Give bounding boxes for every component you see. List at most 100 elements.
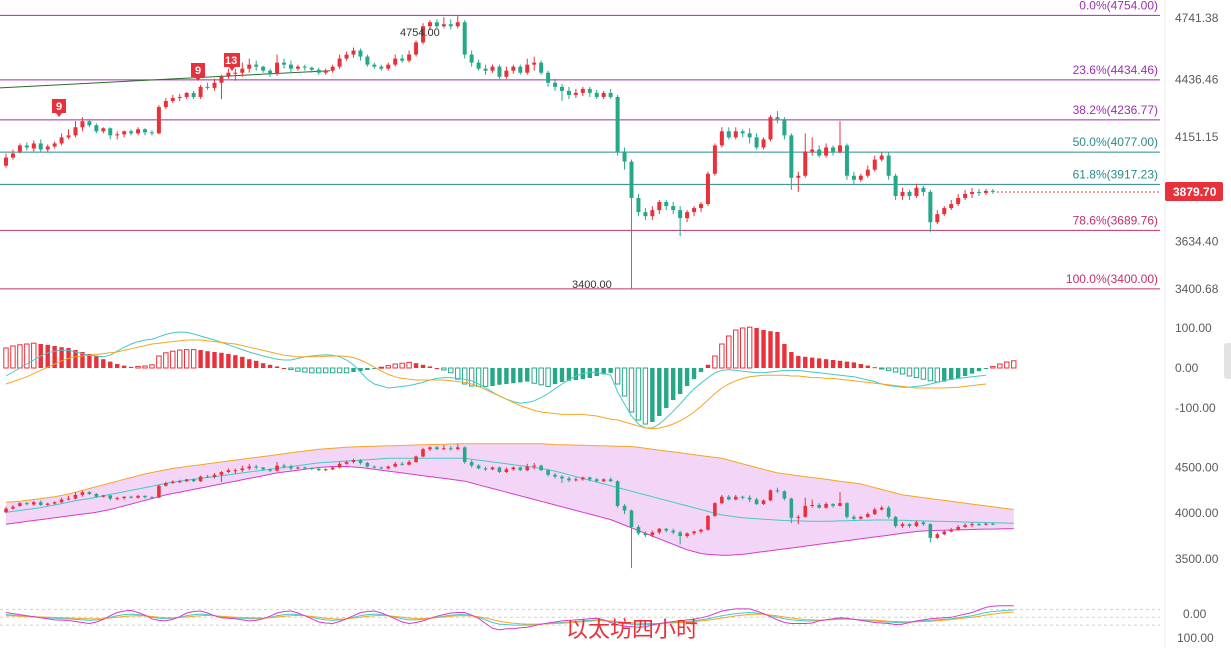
boll-candle-body [177,481,182,483]
macd-histogram-bar [434,368,440,369]
boll-candle-body [316,468,321,471]
boll-candle-body [344,461,349,464]
candle-body [566,90,571,95]
macd-histogram-bar [920,367,927,380]
boll-candle-body [421,449,425,457]
boll-candle-body [358,460,363,463]
boll-candle-body [462,447,467,462]
macd-histogram-bar [94,356,99,368]
candle-body [421,26,425,43]
panel-resize-handle[interactable] [1224,343,1231,379]
macd-histogram-bar [698,368,704,372]
boll-candle-body [963,525,967,527]
boll-candle-body [991,523,995,525]
candle-body [594,92,599,97]
macd-histogram-bar [1004,361,1010,369]
candle-body [115,134,120,136]
boll-candle-body [615,481,620,506]
macd-histogram-bar [135,365,141,369]
candle-body [678,210,683,219]
boll-candle-body [490,467,495,470]
macd-histogram-bar [962,368,968,376]
candle-body [970,191,975,194]
macd-histogram-bar [934,367,940,383]
candle-body [476,62,481,69]
candle-body [372,64,377,67]
high-annotation: 4754.00 [400,27,440,39]
macd-histogram-bar [518,368,523,383]
boll-candle-body [685,533,689,537]
macd-histogram-bar [782,344,787,368]
macd-histogram-bar [872,367,877,369]
candle-body [219,76,224,83]
macd-histogram-bar [733,329,739,369]
macd-histogram-bar [177,349,183,369]
candle-body [226,72,231,77]
boll-candle-body [886,507,891,517]
boll-candle-body [393,463,397,467]
macd-histogram-bar [899,367,906,375]
candle-body [80,121,85,128]
candle-body [38,143,43,150]
macd-histogram-bar [642,367,649,425]
boll-candle-body [66,498,71,500]
macd-histogram-bar [87,354,92,368]
boll-candle-body [282,465,286,467]
candle-body [400,58,405,61]
candlestick-series [4,15,995,289]
boll-candle-body [247,466,252,469]
macd-histogram-bar [142,365,148,369]
candle-body [518,66,523,73]
candle-body [754,137,759,148]
boll-candle-body [761,500,766,505]
macd-histogram-bar [427,366,433,368]
candle-body [643,212,648,217]
macd-histogram-bar [343,367,350,374]
macd-histogram-bar [754,328,759,368]
macd-histogram-bar [309,367,315,374]
candle-body [629,161,634,198]
boll-candle-body [650,532,655,536]
candle-body [483,68,488,71]
boll-candle-body [511,467,516,470]
fib-level-label: 50.0%(4077.00) [1073,135,1158,149]
macd-histogram-bar [336,367,343,374]
boll-candle-body [574,479,578,481]
candle-body [177,96,182,98]
boll-candle-body [622,505,627,511]
boll-candle-body [567,478,571,481]
macd-histogram-bar [990,365,996,369]
macd-histogram-bar [545,367,551,387]
macd-histogram-bar [413,363,419,368]
macd-histogram-bar [392,363,398,369]
candle-body [275,62,280,74]
axis-tick-label: 100.00 [1177,631,1214,645]
macd-histogram-bar [879,367,885,370]
candle-body [309,67,314,70]
boll-candle-body [817,504,821,508]
boll-candle-body [928,524,933,538]
candle-body [865,169,870,176]
macd-histogram-bar [170,350,176,369]
macd-histogram-bar [295,367,301,372]
current-price-badge [1165,181,1223,201]
sequential-marker-1: 9 [52,99,66,117]
candle-body [977,191,981,193]
boll-candle-body [275,465,279,471]
macd-histogram-bar [726,335,732,369]
boll-candle-body [706,515,710,530]
macd-histogram-bar [844,361,850,368]
boll-candle-body [289,466,293,469]
candle-body [191,92,196,97]
candle-body [553,82,558,87]
current-price-tag[interactable]: 3879.70 [1165,181,1223,201]
macd-histogram-bar [761,330,766,368]
boll-candle-body [740,496,745,498]
boll-candle-body [796,516,801,518]
boll-candle-body [879,507,884,510]
boll-candle-body [129,496,133,498]
macd-histogram-bar [525,368,530,382]
boll-candle-body [546,470,550,475]
macd-histogram-bar [650,368,655,422]
